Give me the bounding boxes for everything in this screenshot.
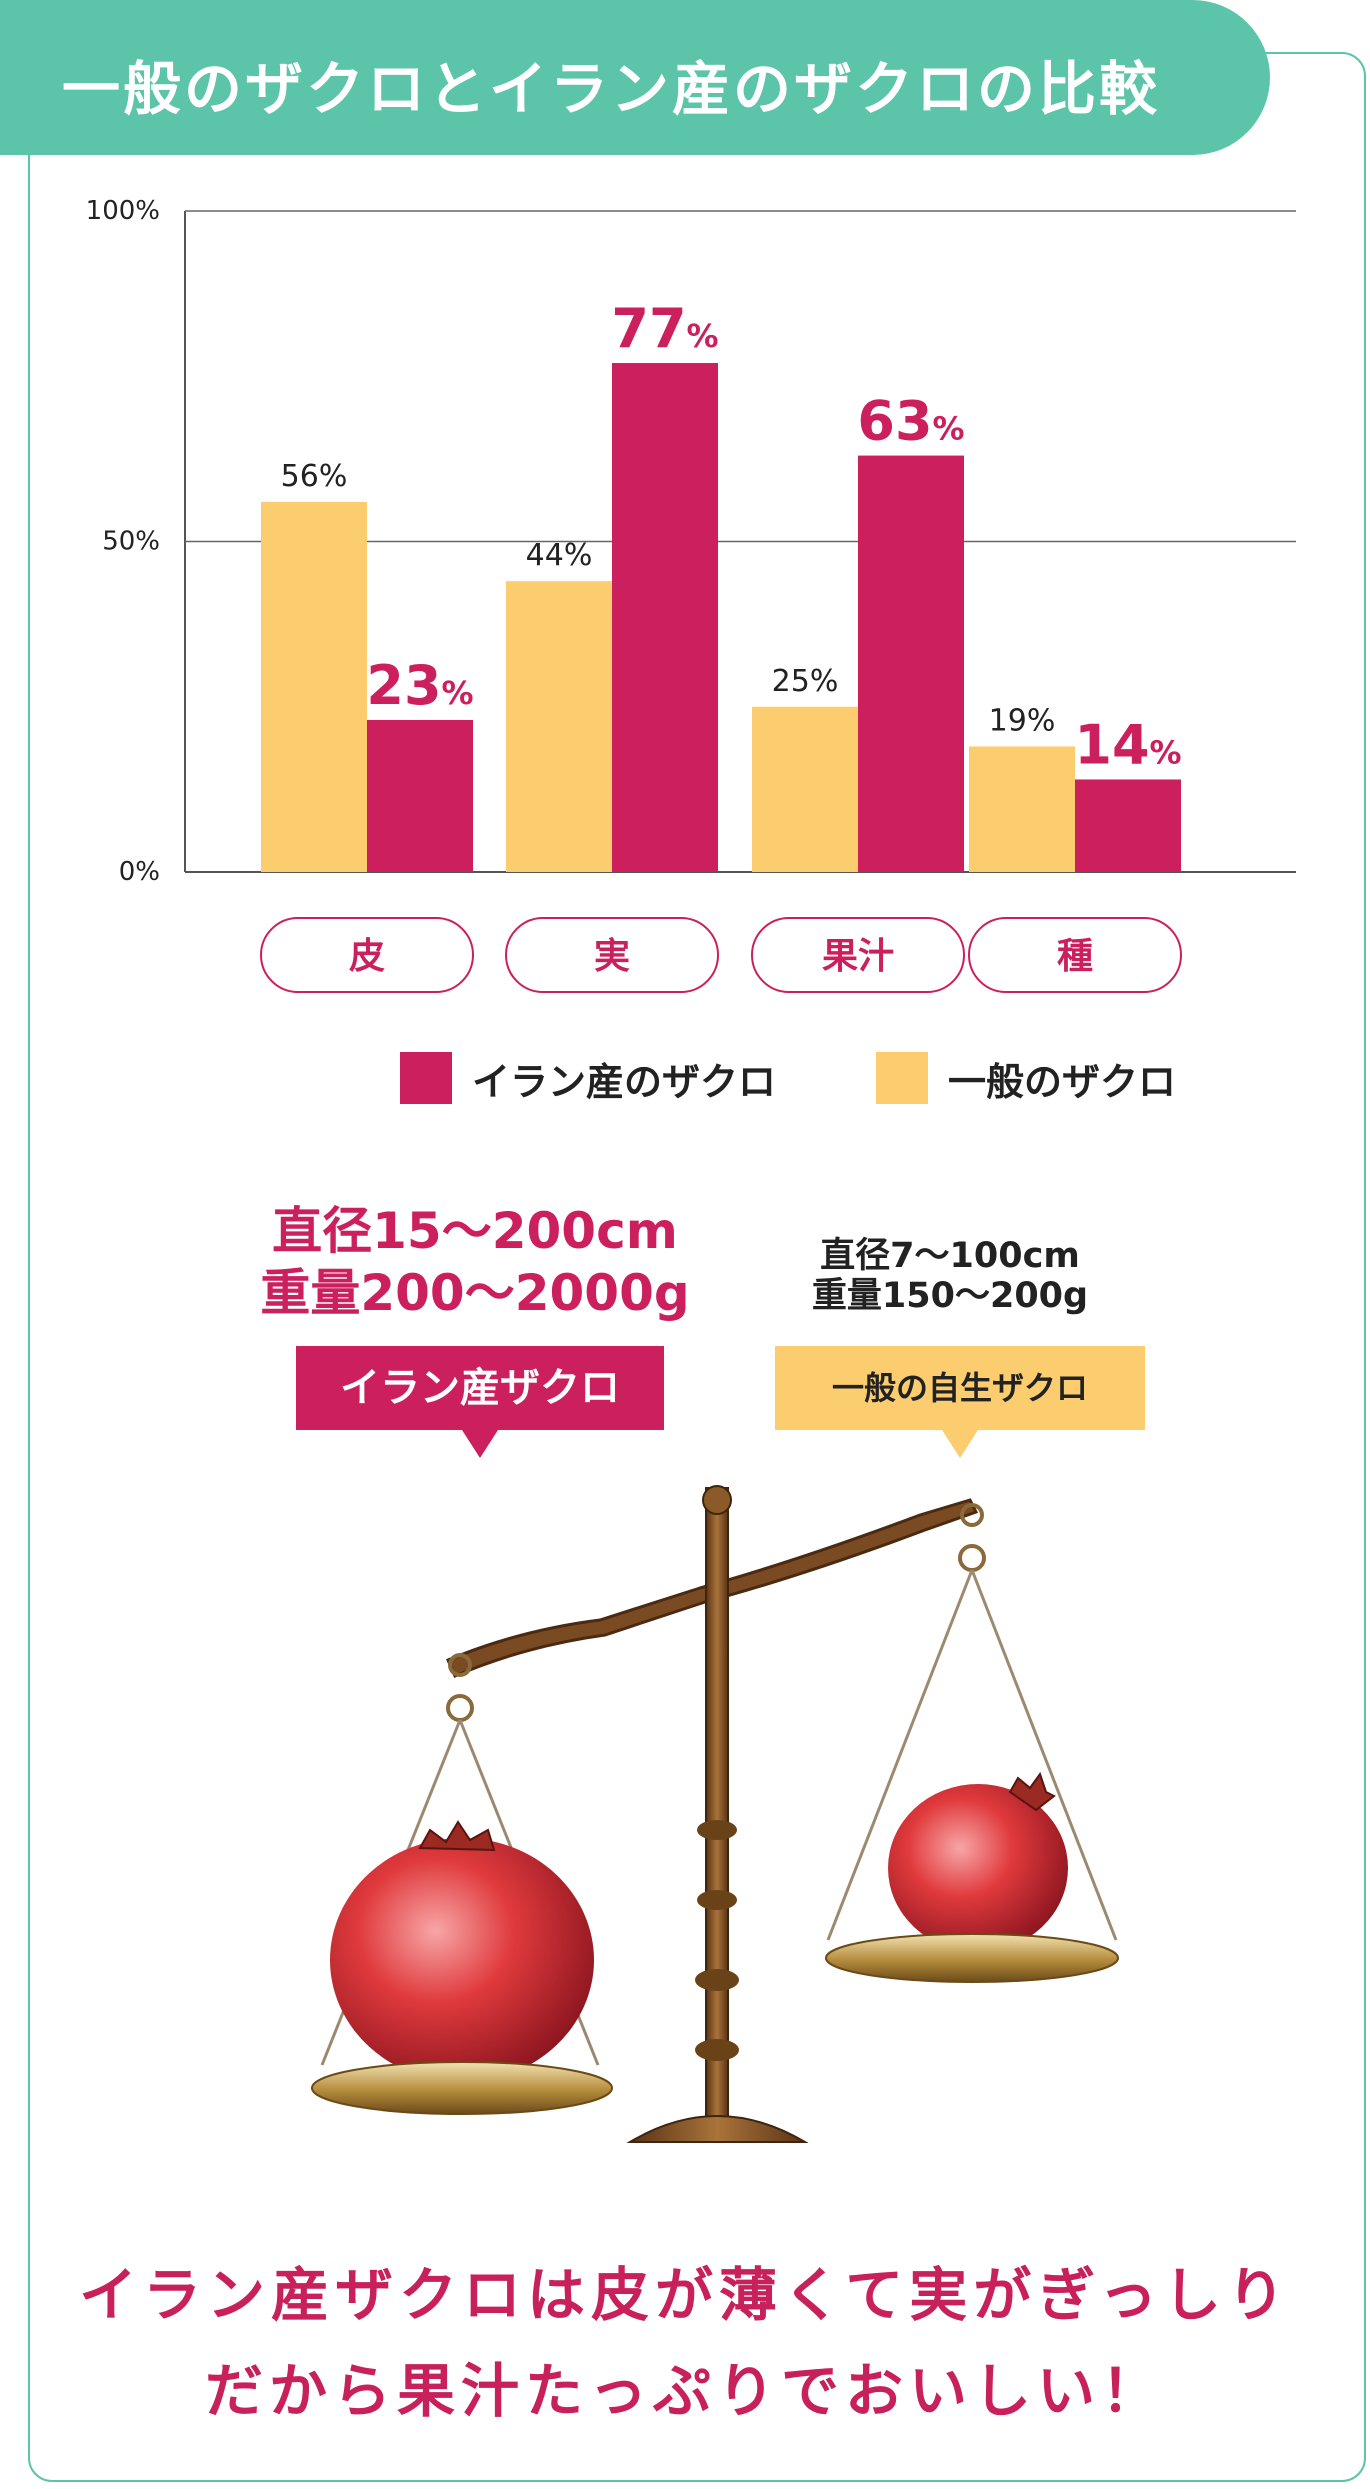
left-pan [311, 2061, 613, 2115]
category-pill [260, 917, 474, 993]
category-label: 種 [1057, 936, 1093, 977]
page-title: 一般のザクロとイラン産のザクロの比較 [62, 55, 1161, 123]
balance-scale-illustration [311, 1485, 1119, 2143]
bar-iran [1075, 779, 1181, 872]
bar-general [969, 746, 1075, 872]
data-label-general: 56% [281, 459, 348, 494]
iran-tag-pointer [462, 1430, 498, 1458]
category-pill [751, 917, 965, 993]
data-label-iran: 14% [1074, 713, 1181, 776]
right-pan [825, 1933, 1119, 1983]
general-tag: 一般の自生ザクロ [775, 1346, 1145, 1430]
bar-general [752, 706, 858, 872]
data-label-general: 19% [989, 703, 1056, 738]
data-label-iran: 77% [611, 297, 718, 360]
conclusion-line-2: だから果汁たっぷりでおいしい！ [204, 2357, 1165, 2425]
data-label-general: 25% [772, 664, 839, 699]
bar-general [506, 581, 612, 872]
general-tag-label: 一般の自生ザクロ [831, 1369, 1088, 1407]
legend-label-general: 一般のザクロ [948, 1059, 1177, 1104]
general-spec: 直径7〜100cm 重量150〜200g [760, 1236, 1140, 1316]
iran-spec: 直径15〜200cm 重量200〜2000g [230, 1200, 720, 1324]
legend-swatch-iran [400, 1052, 452, 1104]
conclusion-line-1: イラン産ザクロは皮が薄くて実がぎっしり [79, 2261, 1291, 2329]
y-tick-label: 50% [102, 527, 160, 557]
general-pomegranate [888, 1771, 1068, 1952]
iran-weight: 重量200〜2000g [260, 1264, 690, 1322]
general-diameter: 直径7〜100cm [820, 1236, 1080, 1276]
title-banner: 一般のザクロとイラン産のザクロの比較 [0, 0, 1270, 155]
scale-base [626, 2115, 809, 2143]
scale-pillar [705, 1487, 729, 2129]
bar-chart: 0% 50% 100% 56% 23% 皮 44% 77% 実 25% 63% 果汁 19% 14% 種 [86, 196, 1296, 993]
iran-diameter: 直径15〜200cm [272, 1202, 678, 1260]
bar-iran [612, 363, 718, 872]
y-tick-label: 0% [119, 857, 160, 887]
iran-pomegranate [330, 1820, 594, 2082]
bar-iran [367, 719, 473, 872]
bar-iran [858, 455, 964, 872]
category-pill [505, 917, 719, 993]
data-label-general: 44% [526, 538, 593, 573]
data-label-iran: 23% [366, 654, 473, 717]
data-label-iran: 63% [857, 390, 964, 453]
general-tag-pointer [942, 1430, 978, 1458]
bar-general [261, 501, 367, 872]
category-label: 皮 [349, 936, 385, 977]
iran-tag-label: イラン産ザクロ [340, 1365, 620, 1411]
category-label: 実 [594, 936, 630, 977]
iran-tag: イラン産ザクロ [296, 1346, 664, 1430]
category-label: 果汁 [822, 936, 894, 977]
legend-item-iran: イラン産のザクロ [400, 1050, 776, 1106]
y-tick-label: 100% [86, 196, 160, 226]
general-weight: 重量150〜200g [811, 1276, 1089, 1316]
legend-swatch-general [876, 1052, 928, 1104]
legend-label-iran: イラン産のザクロ [472, 1059, 777, 1104]
legend-item-general: 一般のザクロ [876, 1050, 1176, 1106]
category-pill [968, 917, 1182, 993]
